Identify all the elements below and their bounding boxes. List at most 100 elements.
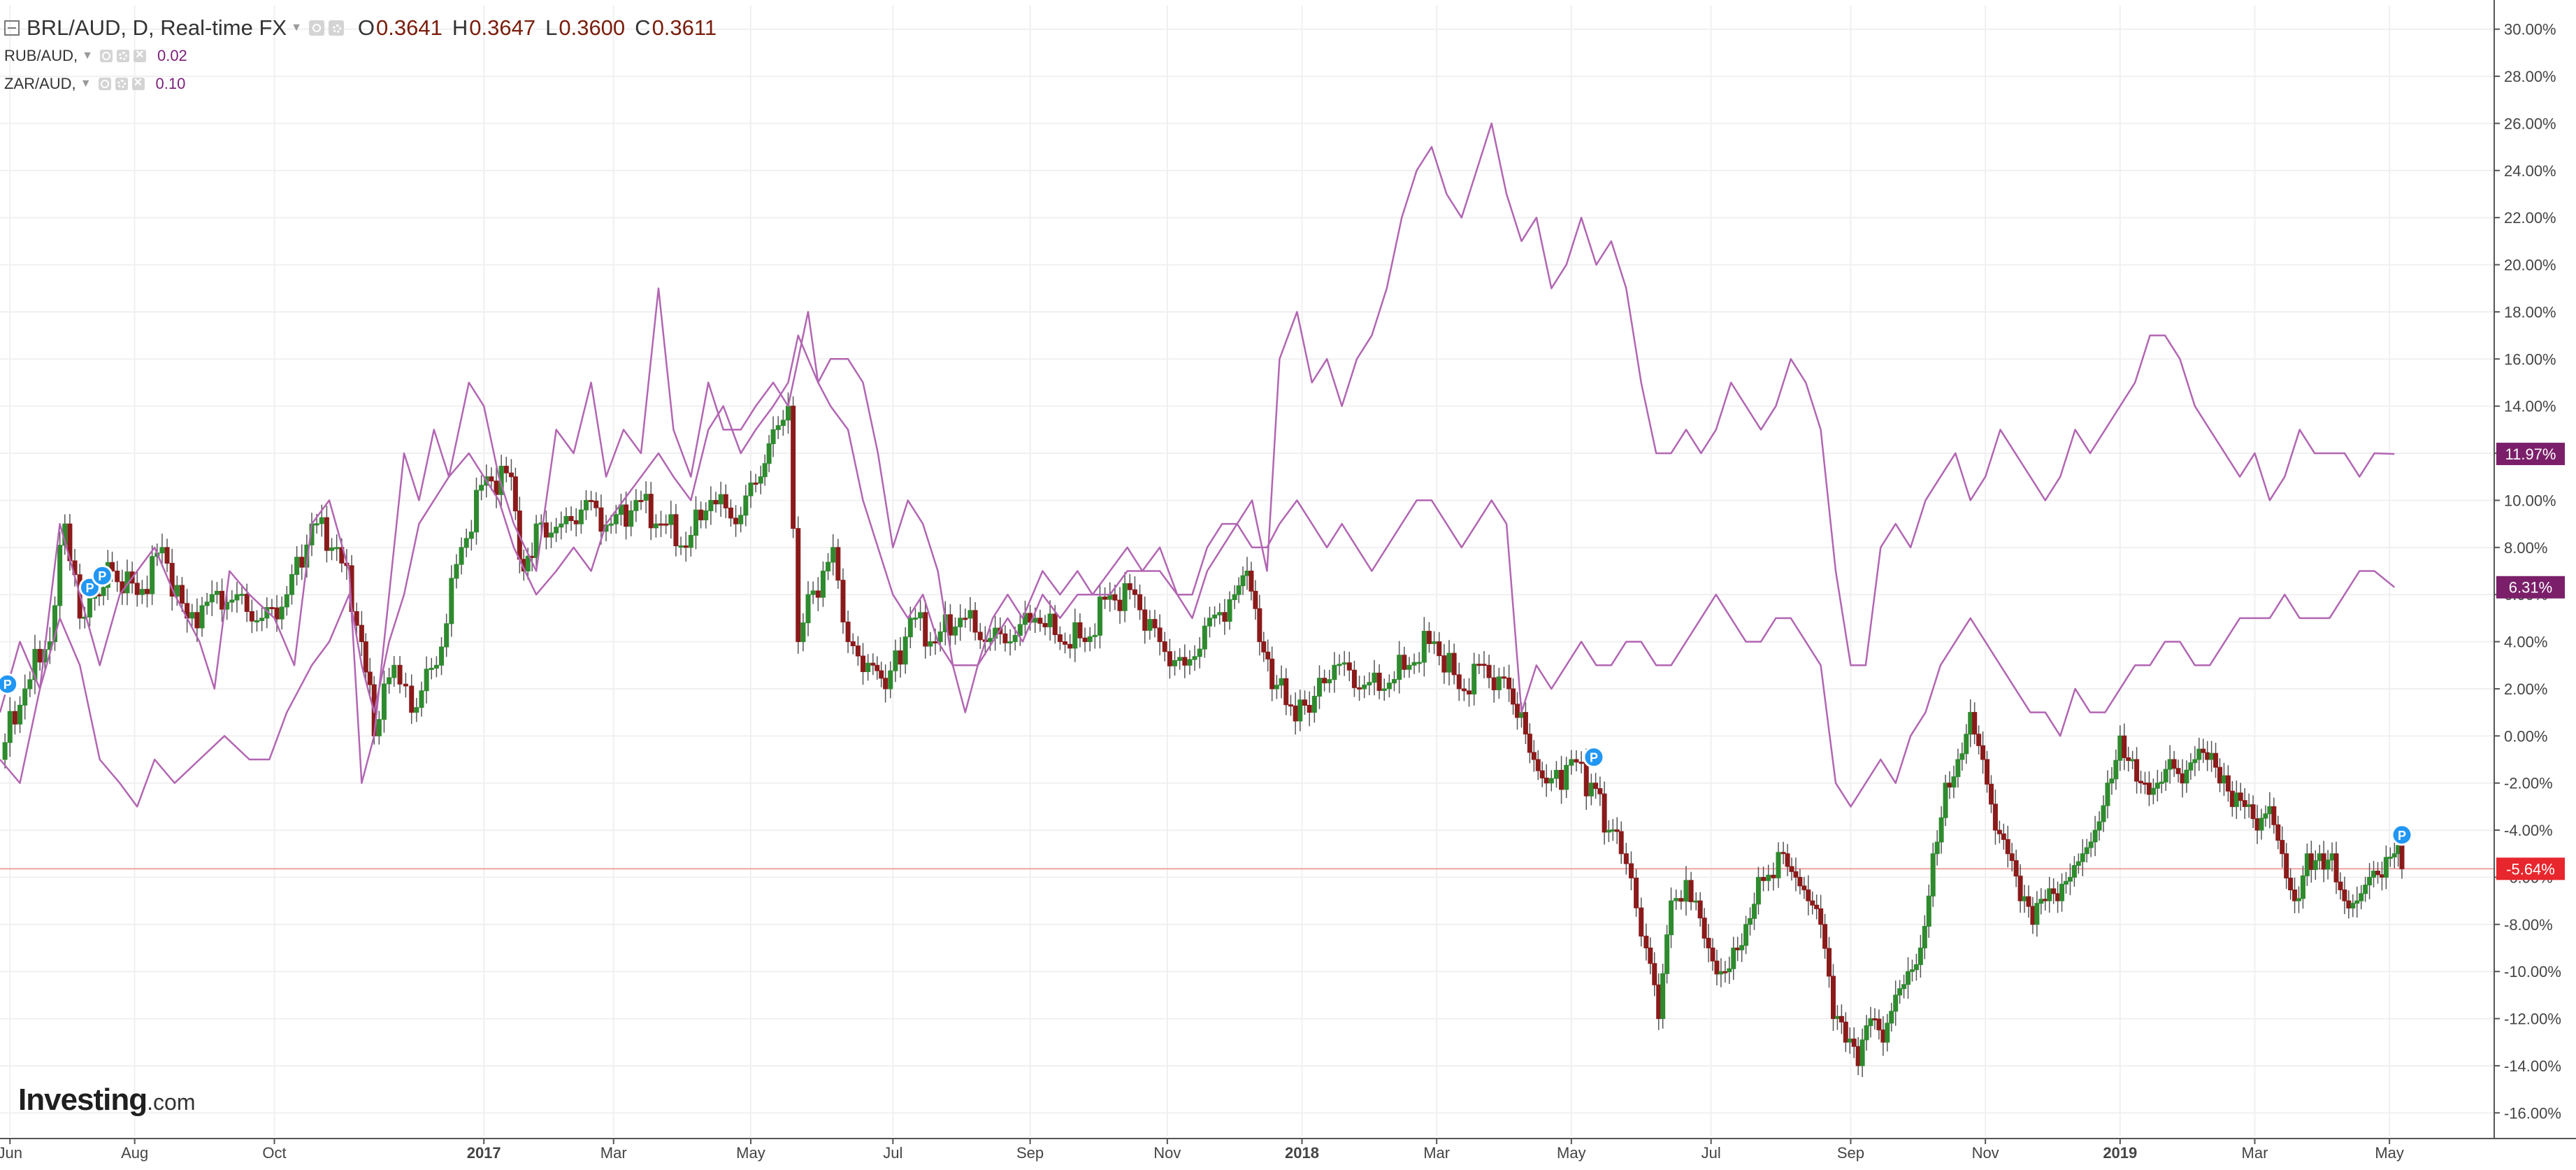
candle-body: [334, 547, 340, 550]
candle-body: [494, 480, 499, 495]
visibility-icon[interactable]: [308, 20, 324, 36]
candle-body: [703, 510, 709, 520]
candle-body: [2138, 780, 2144, 784]
candle-body: [1506, 677, 1512, 690]
candle-body: [1776, 852, 1781, 878]
visibility-icon[interactable]: [99, 50, 113, 62]
candle-body: [638, 499, 644, 502]
gear-icon[interactable]: [328, 20, 344, 36]
candle-body: [1697, 900, 1703, 919]
visibility-icon[interactable]: [98, 78, 111, 90]
x-tick-label: Mar: [1423, 1144, 1450, 1162]
candle-body: [753, 483, 758, 485]
candle-body: [2059, 883, 2065, 901]
candle-body: [1337, 664, 1342, 666]
candle-body: [2399, 845, 2405, 869]
candle-body: [1381, 688, 1387, 691]
candle-body: [1197, 648, 1202, 657]
event-marker-circle[interactable]: [1583, 746, 1605, 769]
candle-body: [1002, 633, 1008, 643]
candle-body: [1851, 1039, 1857, 1047]
y-tick-label: 0.00%: [2504, 727, 2547, 745]
candle-body: [2201, 748, 2206, 753]
candle-body: [766, 443, 772, 464]
collapse-legend-icon[interactable]: [4, 20, 20, 36]
candle-body: [229, 599, 235, 603]
candle-body: [1818, 908, 1824, 925]
candle-body: [1491, 677, 1497, 690]
candle-body: [194, 612, 200, 629]
value-label-brl-aud: -5.64%: [2496, 857, 2565, 880]
candle-body: [1351, 669, 1357, 688]
candle-body: [2213, 752, 2219, 768]
candle-body: [758, 476, 763, 484]
candle-body: [2250, 804, 2256, 820]
gear-icon[interactable]: [116, 50, 129, 62]
candle-body: [1182, 657, 1188, 666]
chevron-down-icon[interactable]: ▼: [291, 22, 302, 34]
candle-body: [1806, 889, 1811, 901]
candle-body: [1593, 783, 1599, 790]
candle-body: [1992, 804, 1998, 831]
candle-body: [708, 499, 714, 511]
logo-suffix: .com: [147, 1090, 196, 1115]
candle-body: [1112, 594, 1118, 601]
value-label-text: 11.97%: [2505, 445, 2556, 463]
candle-body: [169, 562, 175, 597]
candle-body: [1827, 948, 1832, 977]
investing-logo[interactable]: Investing.com: [18, 1083, 196, 1118]
candle-body: [164, 547, 170, 564]
y-tick-label: -14.00%: [2504, 1057, 2561, 1075]
candle-body: [2005, 839, 2010, 855]
candle-body: [17, 704, 23, 725]
main-symbol-label[interactable]: BRL/AUD, D, Real-time FX: [27, 15, 287, 40]
close-icon[interactable]: [131, 75, 145, 91]
low-key: L: [545, 15, 558, 40]
candle-body: [1618, 831, 1624, 855]
candle-body: [1297, 699, 1303, 722]
event-marker[interactable]: P: [1583, 746, 1605, 769]
candle-body: [508, 472, 514, 478]
candle-body: [791, 406, 796, 529]
event-marker[interactable]: P: [2391, 824, 2413, 846]
candle-body: [314, 523, 319, 526]
candle-body: [1789, 866, 1794, 872]
candle-body: [796, 528, 801, 643]
candle-body: [1244, 571, 1250, 576]
candle-body: [22, 688, 28, 706]
chevron-down-icon[interactable]: ▼: [82, 50, 93, 62]
candle-body: [1693, 900, 1699, 903]
candle-body: [549, 532, 554, 538]
candle-body: [1722, 971, 1728, 973]
event-marker[interactable]: P: [0, 673, 19, 695]
y-tick-label: 2.00%: [2504, 680, 2547, 698]
gear-icon[interactable]: [115, 78, 128, 90]
candle-body: [2359, 893, 2364, 901]
event-marker-circle[interactable]: [2391, 824, 2413, 846]
candle-body: [845, 621, 851, 643]
candle-body: [1539, 770, 1545, 779]
y-tick-label: 10.00%: [2504, 492, 2556, 509]
candle-body: [2122, 735, 2127, 758]
close-icon[interactable]: [133, 47, 146, 63]
candle-body: [977, 632, 983, 641]
candle-body: [2342, 889, 2347, 901]
candle-body: [1602, 793, 1607, 833]
event-marker-circle[interactable]: [0, 673, 19, 695]
y-tick-label: 24.00%: [2504, 162, 2556, 180]
compare-symbol-zar[interactable]: ZAR/AUD,: [4, 75, 76, 92]
candle-body: [1212, 614, 1218, 619]
event-marker-circle[interactable]: [91, 564, 113, 587]
event-marker[interactable]: P: [91, 564, 113, 587]
candle-body: [2280, 840, 2285, 855]
candle-body: [2308, 853, 2314, 870]
compare-symbol-rub[interactable]: RUB/AUD,: [4, 47, 78, 64]
candle-body: [1843, 1021, 1848, 1043]
chevron-down-icon[interactable]: ▼: [80, 78, 92, 90]
candle-body: [1322, 678, 1327, 684]
close-key: C: [635, 15, 651, 40]
